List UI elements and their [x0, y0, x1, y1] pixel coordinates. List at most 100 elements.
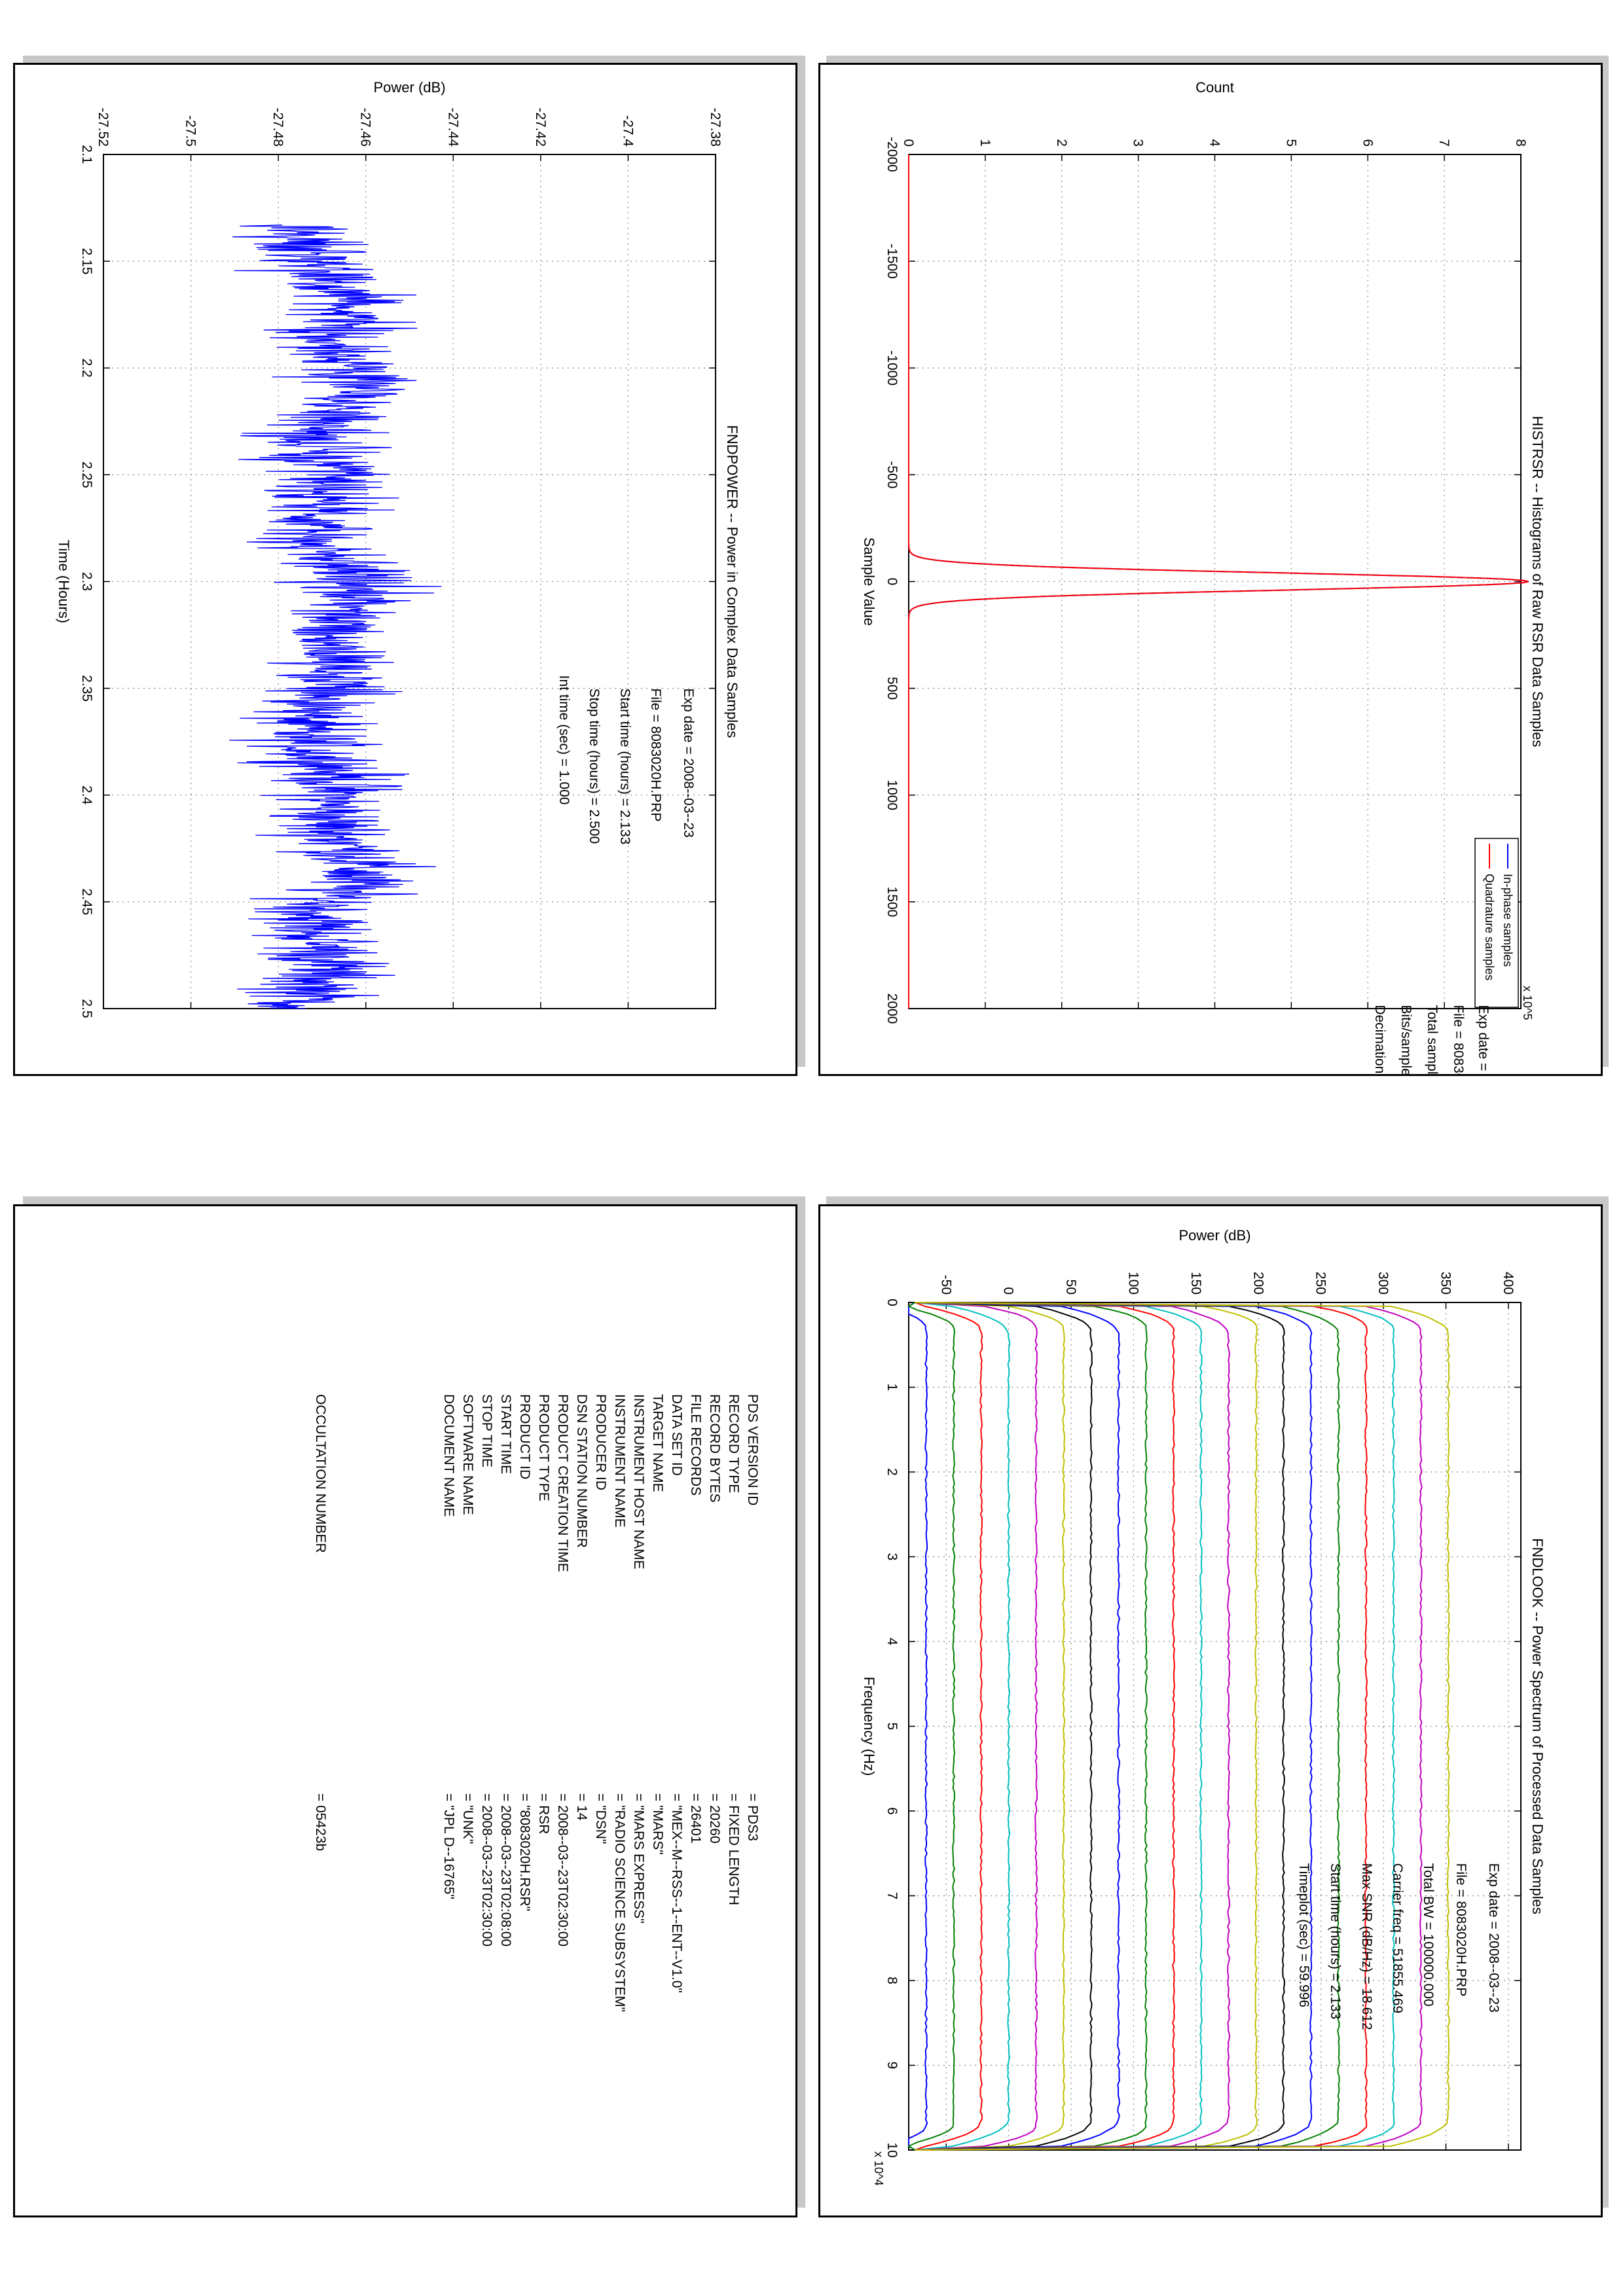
rotated-plot: 0 1 2 3 4 5 6 7 8 9 10 -50 0 50 100 150 200 250 300 350 400 F… [861, 1227, 1546, 2185]
label-key: RECORD BYTES [707, 1394, 722, 1503]
label-value: = "UNK" [460, 1793, 475, 1844]
power-xtick-label: 2.15 [79, 248, 94, 275]
look-annot-timeplot: Timeplot (sec) = 59.996 [1296, 1863, 1311, 2007]
look-series [915, 1302, 1093, 2151]
power-ytick-label: -27.5 [183, 115, 198, 147]
hist-ytick-label: 4 [1207, 139, 1222, 147]
panel-fndpower: 2.1 2.15 2.2 2.25 2.3 2.35 2.4 2.45 2.5 -27.52 -27… [13, 63, 797, 1076]
power-ytick-label: -27.48 [270, 107, 285, 147]
hist-series-quadrature [908, 154, 1529, 1009]
label-key: SOFTWARE NAME [460, 1394, 475, 1515]
rotated-plot: PDS VERSION ID = PDS3 RECORD TYPE = FIXED L… [313, 1394, 760, 2012]
hist-ytick-label: 5 [1283, 139, 1298, 147]
look-annot-start-time: Start time (hours) = 2.133 [1328, 1863, 1343, 2020]
look-series [915, 1302, 1066, 2151]
look-ytick-label: 350 [1438, 1272, 1453, 1295]
hist-xtick-label: 0 [884, 578, 900, 586]
look-ytick-label: 100 [1125, 1272, 1140, 1295]
look-series [915, 1302, 1121, 2151]
look-annot-carrier-freq: Carrier freq = 51855.469 [1390, 1863, 1405, 2013]
look-xtick-label: 8 [884, 1977, 900, 1984]
look-series [915, 1302, 1011, 2151]
label-value: = "RADIO SCIENCE SUBSYSTEM" [612, 1793, 627, 2012]
hist-axes-box [908, 154, 1522, 1009]
look-ylabel: Power (dB) [1178, 1227, 1250, 1244]
panel-histrsr: -2000 -1500 -1000 -500 0 500 1000 1500 2000 0 1 2 3 4… [818, 63, 1603, 1076]
label-value: = "JPL D--16765" [441, 1793, 456, 1899]
label-value: = "DSN" [593, 1793, 608, 1844]
look-xtick-label: 3 [884, 1553, 900, 1561]
look-series [915, 1302, 1258, 2151]
hist-ytick-label: 7 [1436, 139, 1451, 147]
rotated-plot: 2.1 2.15 2.2 2.25 2.3 2.35 2.4 2.45 2.5 -27.52 -27… [56, 79, 740, 1018]
look-annot-max-snr: Max SNR (dB/Hz) = 18.612 [1359, 1863, 1374, 2030]
label-value: = 2008--03--23T02:08:00 [498, 1793, 513, 1946]
label-key: RECORD TYPE [726, 1394, 741, 1493]
label-value: = "8083020H.RSR" [517, 1793, 532, 1911]
look-series [915, 1302, 1450, 2151]
power-ytick-label: -27.4 [620, 115, 635, 147]
fndpower-chart: 2.1 2.15 2.2 2.25 2.3 2.35 2.4 2.45 2.5 -27.52 -27… [56, 79, 740, 1018]
power-ytick-label: -27.52 [96, 107, 111, 147]
power-xtick-label: 2.45 [79, 888, 94, 915]
hist-xlabel: Sample Value [861, 537, 877, 626]
look-series [915, 1302, 1395, 2151]
power-xtick-label: 2.4 [79, 785, 94, 805]
look-series [915, 1302, 1203, 2151]
look-xlabel: Frequency (Hz) [861, 1677, 877, 1776]
label-key: PRODUCT TYPE [536, 1394, 551, 1501]
power-title: FNDPOWER -- Power in Complex Data Sample… [724, 425, 740, 738]
hist-xtick-label: -1500 [884, 243, 900, 279]
power-series [228, 224, 442, 1009]
hist-annot-total-samples: Total samples = 132005000 [1425, 1005, 1440, 1076]
look-xtick-label: 6 [884, 1807, 900, 1815]
look-ytick-label: 400 [1501, 1272, 1516, 1295]
label-value: = 14 [574, 1793, 589, 1821]
hist-ytick-label: 0 [901, 139, 916, 147]
hist-xtick-label: -500 [884, 461, 900, 488]
hist-y-multiplier: x 10^5 [1521, 986, 1534, 1020]
look-series [915, 1302, 1230, 2151]
label-value: = FIXED LENGTH [726, 1793, 741, 1905]
power-xtick-label: 2.3 [79, 572, 94, 591]
look-ytick-label: 50 [1063, 1280, 1078, 1295]
hist-ylabel: Count [1195, 79, 1234, 96]
look-series [908, 1302, 928, 2151]
look-x-multiplier: x 10^4 [872, 2151, 885, 2185]
hist-annot-file: File = 8083020H.RSR [1451, 1005, 1466, 1076]
label-key: PRODUCER ID [593, 1394, 608, 1490]
power-ytick-label: -27.38 [708, 107, 723, 147]
hist-ytick-label: 3 [1131, 139, 1146, 147]
label-key: PRODUCT CREATION TIME [555, 1394, 570, 1572]
fndlook-chart: 0 1 2 3 4 5 6 7 8 9 10 -50 0 50 100 150 200 250 300 350 400 F… [861, 1227, 1546, 2185]
look-xtick-label: 2 [884, 1468, 900, 1476]
hist-annot-decimation: Decimation = 16 [1372, 1005, 1387, 1076]
look-series [915, 1302, 1176, 2151]
look-annot-file: File = 8083020H.PRP [1453, 1863, 1468, 1997]
label-key: PDS VERSION ID [745, 1394, 760, 1505]
label-value: = 26401 [688, 1793, 703, 1844]
look-ytick-label: 150 [1188, 1272, 1203, 1295]
power-annot-exp-date: Exp date = 2008--03--23 [681, 689, 696, 838]
label-key: TARGET NAME [650, 1394, 665, 1492]
look-xtick-label: 0 [884, 1299, 900, 1306]
power-xlabel: Time (Hours) [56, 540, 72, 624]
label-key: STOP TIME [479, 1394, 494, 1467]
label-value-occultation: = 05423b [313, 1793, 328, 1851]
hist-ytick-label: 8 [1513, 139, 1528, 147]
label-key: INSTRUMENT HOST NAME [631, 1394, 646, 1570]
label-value: = PDS3 [745, 1793, 760, 1841]
panel-label: PDS VERSION ID = PDS3 RECORD TYPE = FIXED L… [13, 1204, 797, 2217]
label-key: DOCUMENT NAME [441, 1394, 456, 1516]
hist-xtick-label: 1500 [884, 887, 900, 918]
hist-ytick-label: 1 [977, 139, 993, 147]
power-xtick-label: 2.35 [79, 675, 94, 702]
look-ytick-label: -50 [938, 1275, 953, 1295]
power-annot-stop-time: Stop time (hours) = 2.500 [587, 689, 602, 844]
look-xtick-label: 1 [884, 1384, 900, 1391]
label-value: = "MARS" [650, 1793, 665, 1855]
label-value: = 2008--03--23T02:30:00 [479, 1793, 494, 1946]
look-series [915, 1302, 1313, 2151]
hist-ytick-label: 2 [1054, 139, 1069, 147]
hist-xtick-label: -2000 [884, 137, 900, 172]
